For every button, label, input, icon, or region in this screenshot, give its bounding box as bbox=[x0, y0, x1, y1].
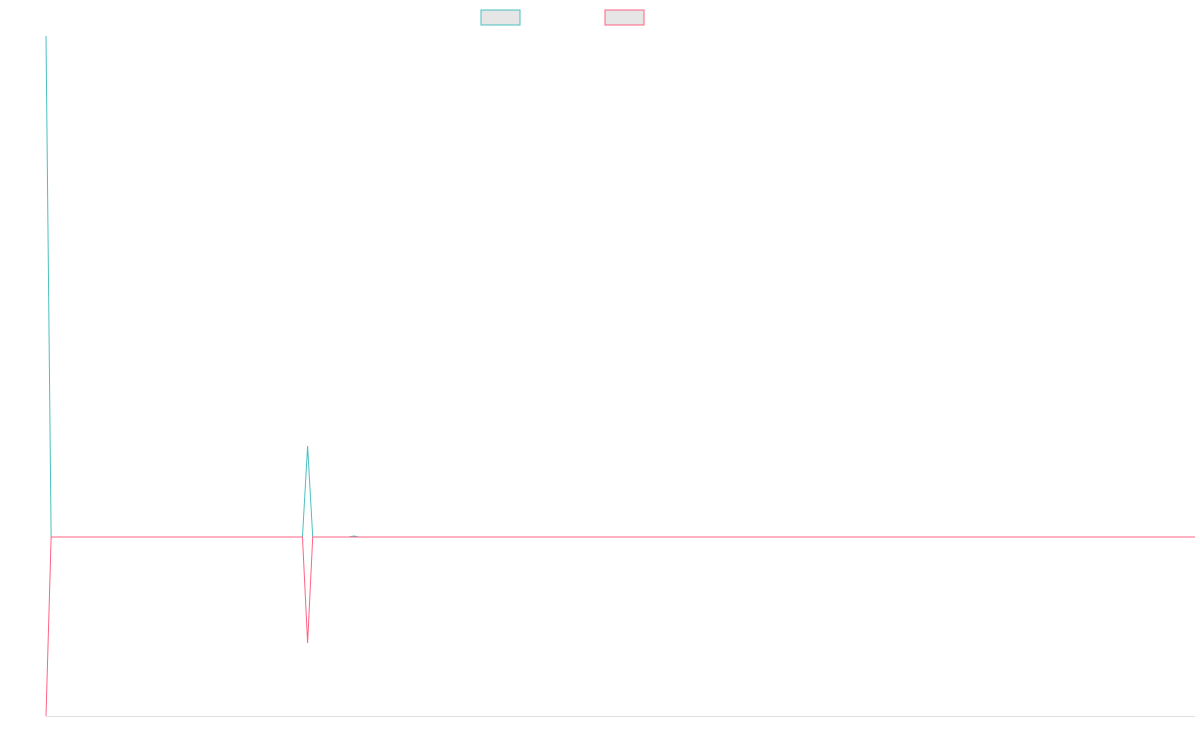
series-line bbox=[45, 35, 1195, 538]
legend-swatch[interactable] bbox=[480, 9, 521, 26]
series-line bbox=[45, 536, 1195, 717]
legend-swatch[interactable] bbox=[604, 9, 645, 26]
